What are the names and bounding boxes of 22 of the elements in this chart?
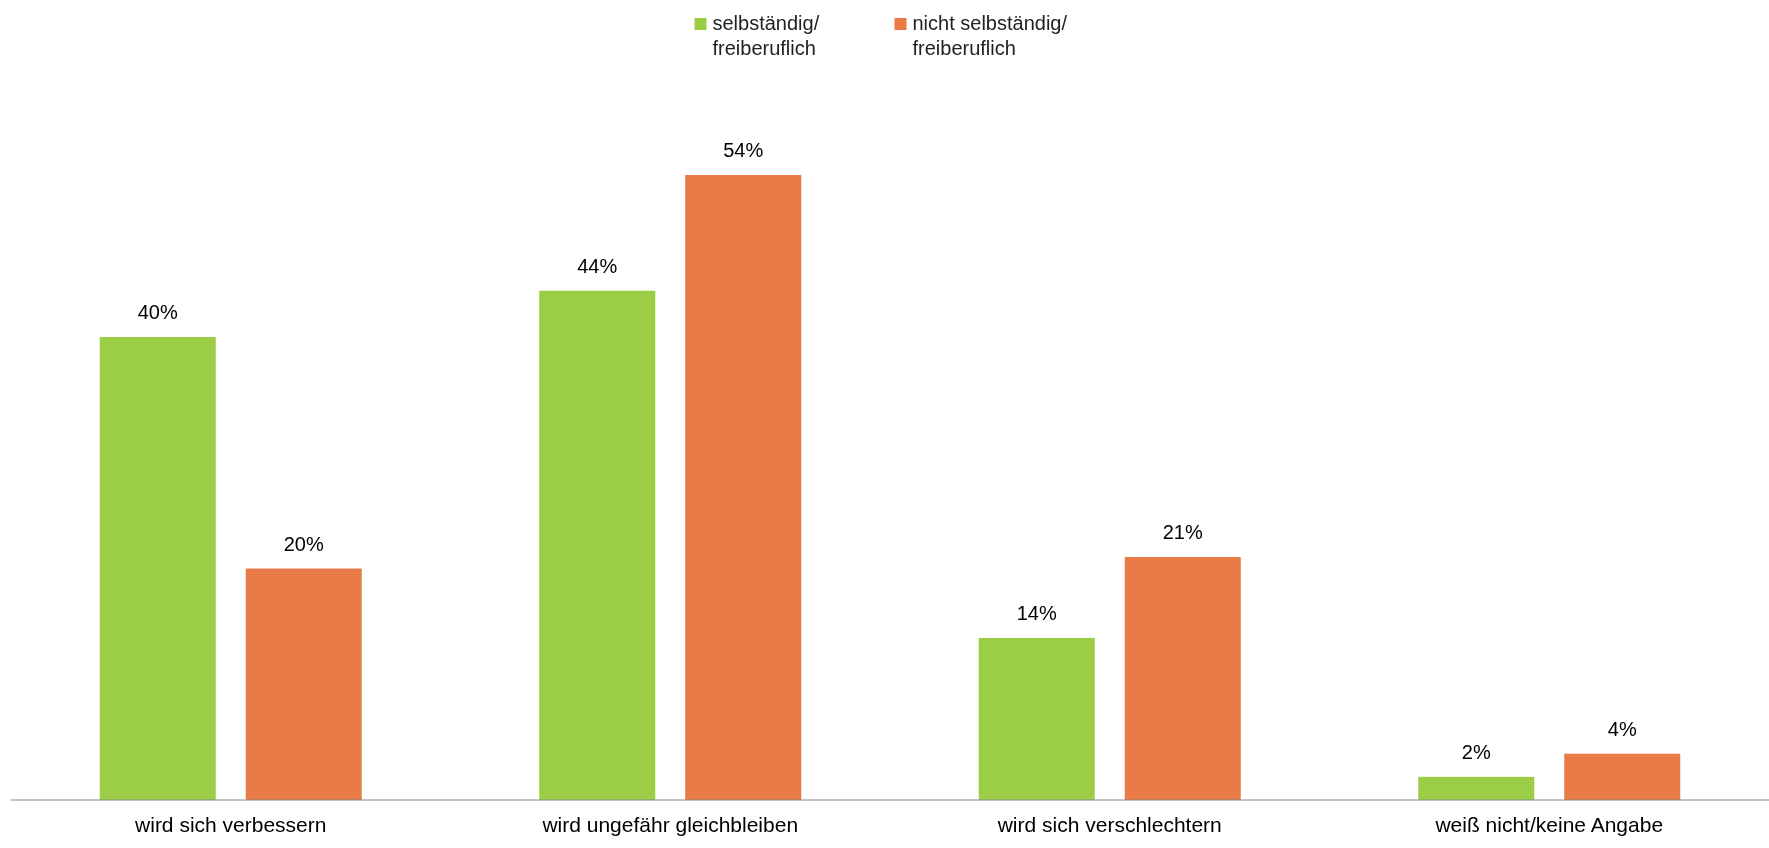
- bar: [685, 175, 802, 800]
- legend-label: nicht selbständig/ freiberuflich: [912, 12, 1068, 59]
- data-label: 2%: [1461, 740, 1491, 763]
- data-label: 20%: [283, 532, 324, 555]
- data-label: 54%: [723, 139, 764, 161]
- data-label: 44%: [577, 254, 618, 277]
- bar: [1124, 556, 1241, 800]
- bar: [99, 337, 216, 800]
- x-tick-label: wird sich verbessern: [134, 813, 327, 836]
- bar: [978, 637, 1095, 800]
- bar: [539, 290, 656, 800]
- bar: [1564, 753, 1681, 800]
- bar: [1418, 776, 1535, 800]
- legend-label: selbständig/ freiberuflich: [712, 12, 820, 59]
- data-label: 40%: [137, 301, 178, 324]
- x-tick-label: wird sich verschlechtern: [996, 813, 1222, 836]
- x-tick-label: weiß nicht/keine Angabe: [1434, 813, 1664, 836]
- x-tick-label: wird ungefähr gleichbleiben: [541, 813, 799, 836]
- data-label: 4%: [1607, 717, 1637, 740]
- data-label: 21%: [1162, 520, 1203, 543]
- data-label: 14%: [1016, 601, 1057, 624]
- bar: [245, 568, 362, 800]
